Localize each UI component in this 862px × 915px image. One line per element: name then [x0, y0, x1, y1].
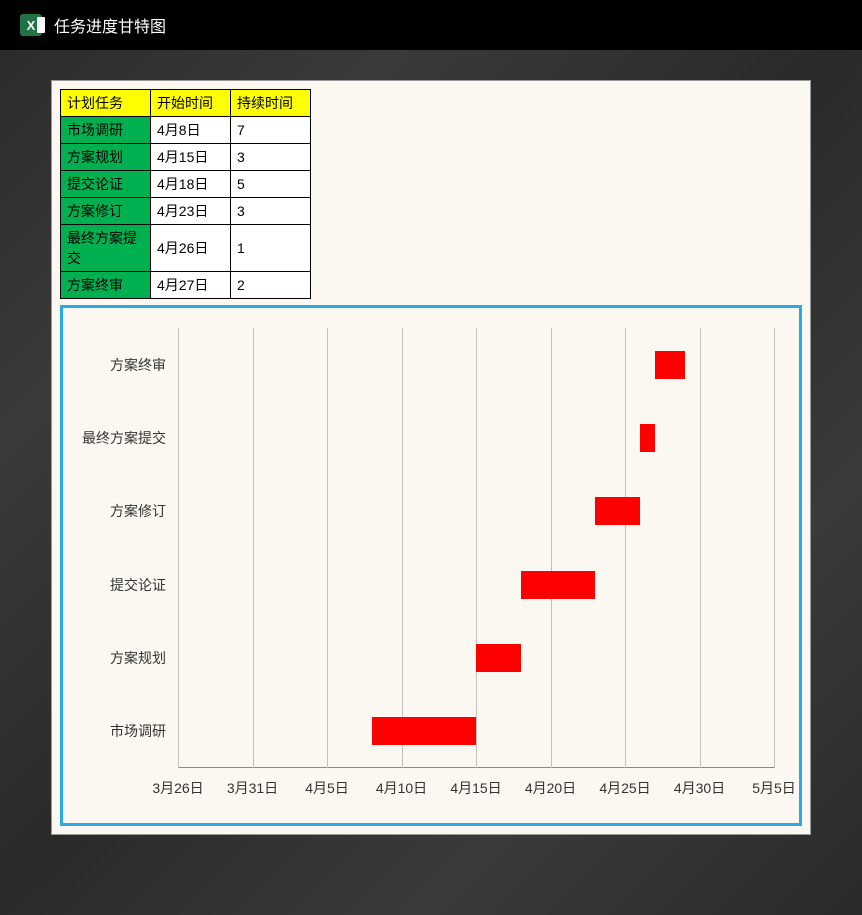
sheet-container: 计划任务 开始时间 持续时间 市场调研4月8日7方案规划4月15日3提交论证4月…	[51, 80, 811, 835]
gridline	[253, 328, 254, 768]
gridline	[700, 328, 701, 768]
duration-cell[interactable]: 3	[231, 144, 311, 171]
start-date-cell[interactable]: 4月18日	[151, 171, 231, 198]
gantt-bar	[655, 351, 685, 379]
task-name-cell[interactable]: 市场调研	[61, 117, 151, 144]
y-axis-label: 方案终审	[110, 355, 166, 375]
x-axis-label: 3月31日	[227, 778, 278, 798]
gridline	[402, 328, 403, 768]
header-duration[interactable]: 持续时间	[231, 90, 311, 117]
app-title: 任务进度甘特图	[54, 13, 166, 37]
y-axis-label: 市场调研	[110, 721, 166, 741]
plot-area: 3月26日3月31日4月5日4月10日4月15日4月20日4月25日4月30日5…	[178, 328, 774, 768]
duration-cell[interactable]: 3	[231, 198, 311, 225]
gantt-bar	[372, 717, 476, 745]
start-date-cell[interactable]: 4月8日	[151, 117, 231, 144]
x-axis-label: 4月20日	[525, 778, 576, 798]
table-row: 市场调研4月8日7	[61, 117, 311, 144]
gridline	[178, 328, 179, 768]
duration-cell[interactable]: 1	[231, 225, 311, 272]
gantt-bar	[640, 424, 655, 452]
duration-cell[interactable]: 2	[231, 272, 311, 299]
gridline	[327, 328, 328, 768]
y-axis-label: 方案规划	[110, 648, 166, 668]
task-name-cell[interactable]: 方案规划	[61, 144, 151, 171]
task-name-cell[interactable]: 最终方案提交	[61, 225, 151, 272]
x-axis-label: 4月10日	[376, 778, 427, 798]
gantt-chart: 3月26日 3月31日 4月5日 4月10日 4月15日 4月20日 4月25日 4月30日 5…	[60, 305, 802, 826]
chart-area: 3月26日3月31日4月5日4月10日4月15日4月20日4月25日4月30日5…	[178, 328, 774, 808]
y-axis-label: 方案修订	[110, 501, 166, 521]
gantt-bar	[476, 644, 521, 672]
gridline	[625, 328, 626, 768]
x-axis-label: 4月25日	[599, 778, 650, 798]
start-date-cell[interactable]: 4月15日	[151, 144, 231, 171]
table-row: 提交论证4月18日5	[61, 171, 311, 198]
header-task[interactable]: 计划任务	[61, 90, 151, 117]
gantt-bar	[521, 571, 596, 599]
duration-cell[interactable]: 5	[231, 171, 311, 198]
task-name-cell[interactable]: 方案修订	[61, 198, 151, 225]
y-axis-label: 最终方案提交	[82, 428, 166, 448]
task-name-cell[interactable]: 提交论证	[61, 171, 151, 198]
x-axis-label: 5月5日	[752, 778, 796, 798]
duration-cell[interactable]: 7	[231, 117, 311, 144]
gantt-bar	[595, 497, 640, 525]
x-axis-label: 4月30日	[674, 778, 725, 798]
task-table: 计划任务 开始时间 持续时间 市场调研4月8日7方案规划4月15日3提交论证4月…	[60, 89, 311, 299]
table-row: 方案修订4月23日3	[61, 198, 311, 225]
x-axis-label: 4月15日	[450, 778, 501, 798]
start-date-cell[interactable]: 4月23日	[151, 198, 231, 225]
x-axis-label: 3月26日	[152, 778, 203, 798]
task-name-cell[interactable]: 方案终审	[61, 272, 151, 299]
table-row: 方案规划4月15日3	[61, 144, 311, 171]
table-row: 最终方案提交4月26日1	[61, 225, 311, 272]
gridline	[551, 328, 552, 768]
y-axis-label: 提交论证	[110, 575, 166, 595]
gridline	[476, 328, 477, 768]
title-bar: 任务进度甘特图	[0, 0, 862, 50]
start-date-cell[interactable]: 4月27日	[151, 272, 231, 299]
x-axis-label: 4月5日	[305, 778, 349, 798]
table-row: 方案终审4月27日2	[61, 272, 311, 299]
excel-icon	[20, 14, 42, 36]
header-start[interactable]: 开始时间	[151, 90, 231, 117]
gridline	[774, 328, 775, 768]
start-date-cell[interactable]: 4月26日	[151, 225, 231, 272]
